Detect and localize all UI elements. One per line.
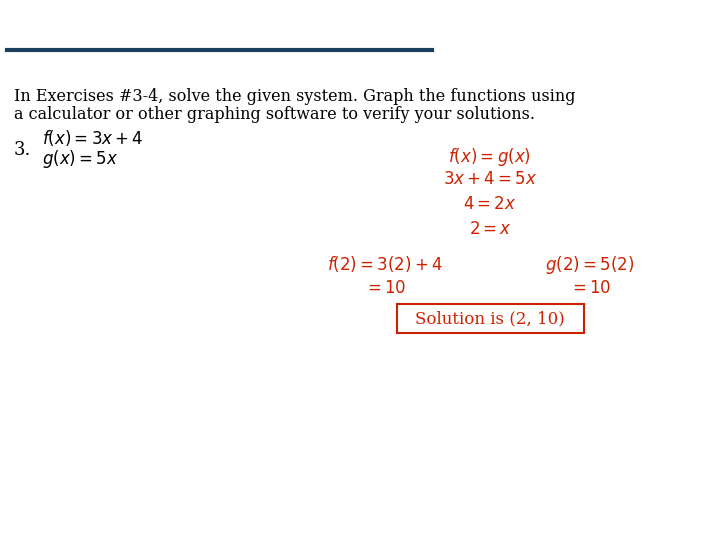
Text: $f(2) = 3(2)+4$: $f(2) = 3(2)+4$ bbox=[327, 254, 443, 274]
Text: $f(x) = g(x)$: $f(x) = g(x)$ bbox=[449, 146, 531, 167]
Text: 3.: 3. bbox=[14, 141, 32, 159]
Text: Pathways Algebra II: Pathways Algebra II bbox=[9, 10, 274, 33]
Text: Solution is (2, 10): Solution is (2, 10) bbox=[415, 310, 565, 327]
Text: $= 10$: $= 10$ bbox=[569, 279, 611, 297]
Text: $g(x) = 5x$: $g(x) = 5x$ bbox=[42, 147, 118, 170]
Text: 33: 33 bbox=[662, 509, 678, 522]
Text: $= 10$: $= 10$ bbox=[364, 279, 406, 297]
Text: Inv 1.7: Inv 1.7 bbox=[533, 509, 576, 522]
Text: $2 = x$: $2 = x$ bbox=[469, 220, 511, 238]
Text: $f(x) = 3x+4$: $f(x) = 3x+4$ bbox=[42, 128, 143, 148]
Text: $3x+4 = 5x$: $3x+4 = 5x$ bbox=[443, 170, 537, 188]
Text: $g(2) = 5(2)$: $g(2) = 5(2)$ bbox=[545, 254, 634, 276]
Text: $4 = 2x$: $4 = 2x$ bbox=[463, 195, 517, 213]
Text: a calculator or other graphing software to verify your solutions.: a calculator or other graphing software … bbox=[14, 106, 535, 123]
Text: In Exercises #3-4, solve the given system. Graph the functions using: In Exercises #3-4, solve the given syste… bbox=[14, 89, 575, 105]
Text: © 2017 CARLSON & O'BRYAN: © 2017 CARLSON & O'BRYAN bbox=[217, 509, 402, 522]
FancyBboxPatch shape bbox=[397, 303, 583, 333]
